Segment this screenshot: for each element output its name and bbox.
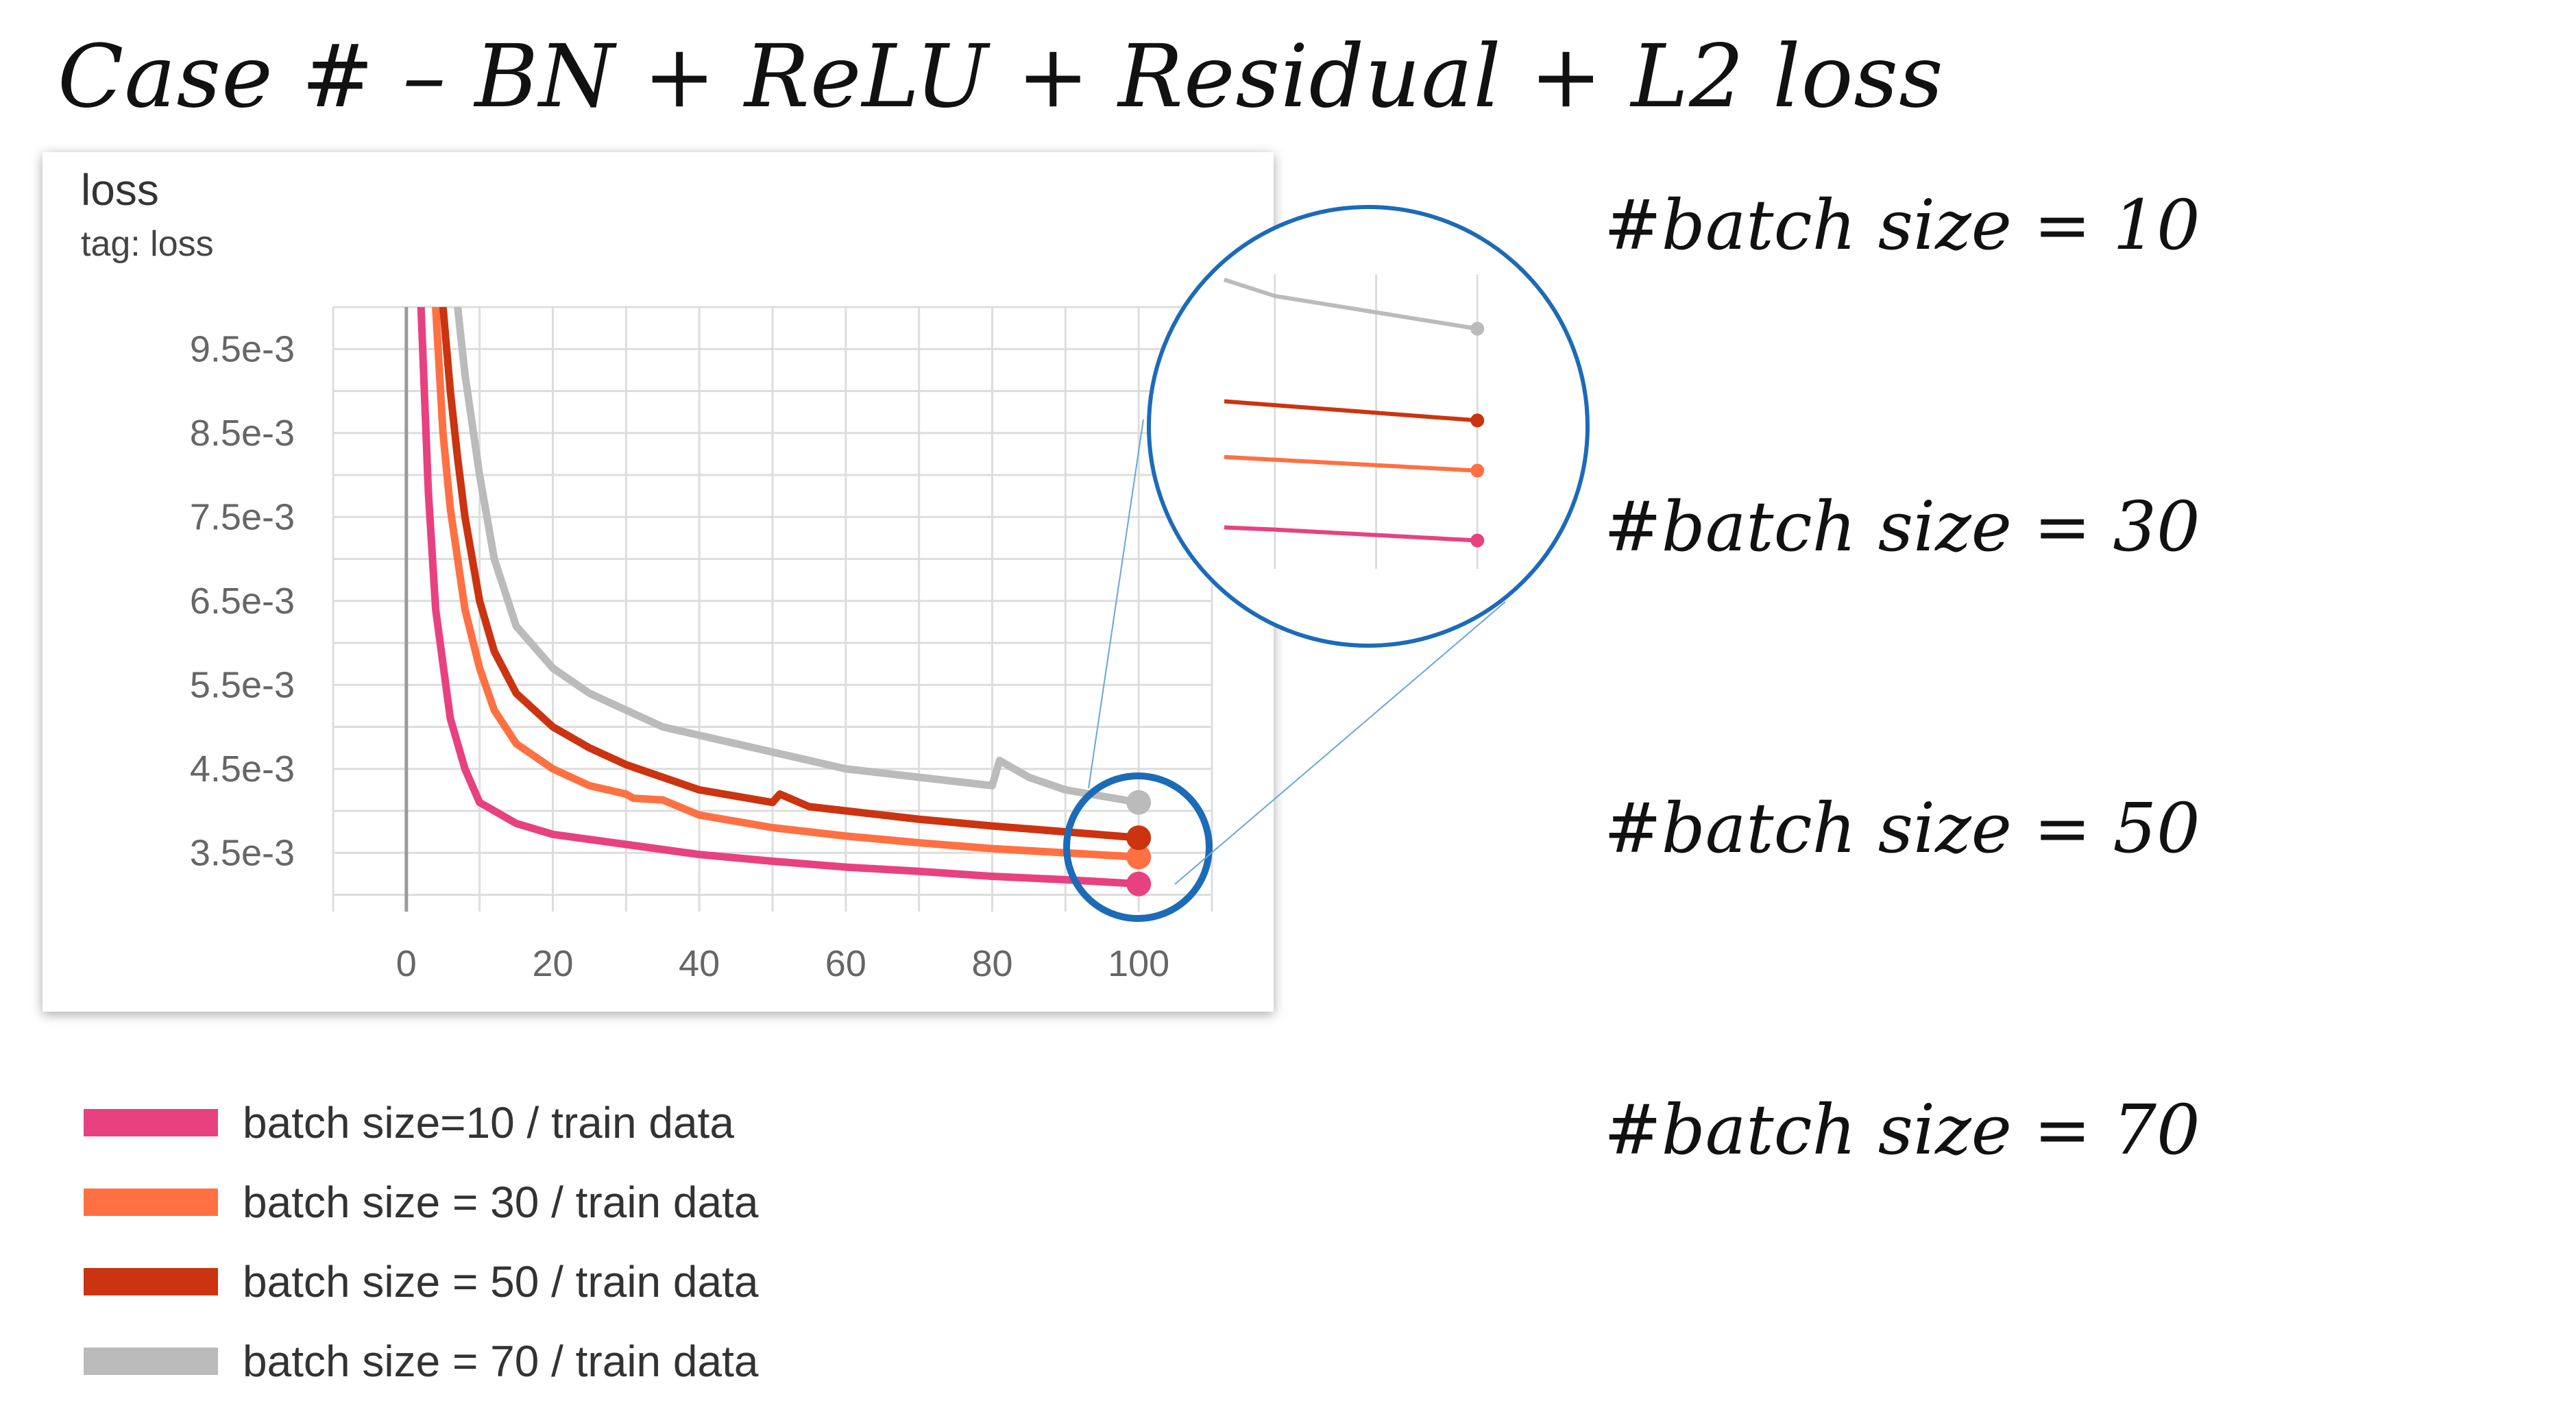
y-tick-label: 8.5e-3 [190,413,295,454]
series-endpoint-0 [1126,871,1152,897]
legend-label-bs70: batch size = 70 / train data [243,1337,759,1386]
series-line-0 [417,307,1143,888]
x-tick-label: 80 [971,943,1012,984]
zoom-series-endpoint-0 [1470,533,1485,548]
annotation-bs30: #batch size = 30 [1604,487,2200,567]
y-tick-label: 9.5e-3 [190,328,295,369]
x-tick-label: 20 [532,943,573,984]
zoom-series-endpoint-3 [1470,321,1485,336]
legend-swatch-bs70 [84,1348,218,1375]
x-tick-label: 40 [679,943,720,984]
legend-label-bs30: batch size = 30 / train data [243,1178,759,1227]
series-line-3 [454,307,1143,807]
chart-title: loss [81,165,159,215]
x-tick-label: 0 [396,943,417,984]
chart-legend: batch size=10 / train data batch size = … [84,1083,758,1401]
series-endpoint-1 [1126,844,1152,870]
legend-label-bs10: batch size=10 / train data [243,1098,734,1147]
legend-swatch-bs30 [84,1189,218,1216]
legend-swatch-bs50 [84,1268,218,1295]
chart-tag: tag: loss [81,224,214,264]
zoom-source-circle [1063,772,1213,922]
legend-item-bs10: batch size=10 / train data [84,1083,758,1162]
zoom-connector-line [1174,601,1506,885]
annotation-bs70: #batch size = 70 [1604,1090,2200,1170]
zoom-series-endpoint-2 [1470,413,1485,428]
y-tick-label: 6.5e-3 [190,581,295,622]
legend-item-bs50: batch size = 50 / train data [84,1242,758,1321]
series-line-2 [439,307,1143,842]
series-lines [417,307,1143,888]
series-endpoint-3 [1126,790,1152,815]
zoom-content [1224,274,1485,569]
zoom-series-line-0 [1224,525,1478,543]
page-title: Case # – BN + ReLU + Residual + L2 loss [58,26,1944,127]
zoom-series-line-1 [1224,454,1478,473]
x-tick-label: 60 [825,943,866,984]
legend-swatch-bs10 [84,1109,218,1136]
x-tick-label: 100 [1108,943,1169,984]
series-endpoint-2 [1126,825,1152,851]
zoom-series-line-3 [1224,278,1478,331]
annotation-bs50: #batch size = 50 [1604,788,2200,868]
y-tick-label: 7.5e-3 [190,496,295,537]
y-tick-label: 4.5e-3 [190,748,295,790]
zoom-connector-line [1088,419,1144,789]
series-line-1 [432,307,1143,861]
y-tick-label: 5.5e-3 [190,664,295,705]
annotation-bs10: #batch size = 10 [1604,185,2200,265]
legend-item-bs30: batch size = 30 / train data [84,1162,758,1242]
y-tick-label: 3.5e-3 [190,832,295,873]
legend-item-bs70: batch size = 70 / train data [84,1321,758,1401]
legend-label-bs50: batch size = 50 / train data [243,1257,759,1306]
zoom-magnified-circle [1147,205,1590,648]
zoom-series-endpoint-1 [1470,463,1485,478]
zoom-series-line-2 [1224,399,1478,423]
